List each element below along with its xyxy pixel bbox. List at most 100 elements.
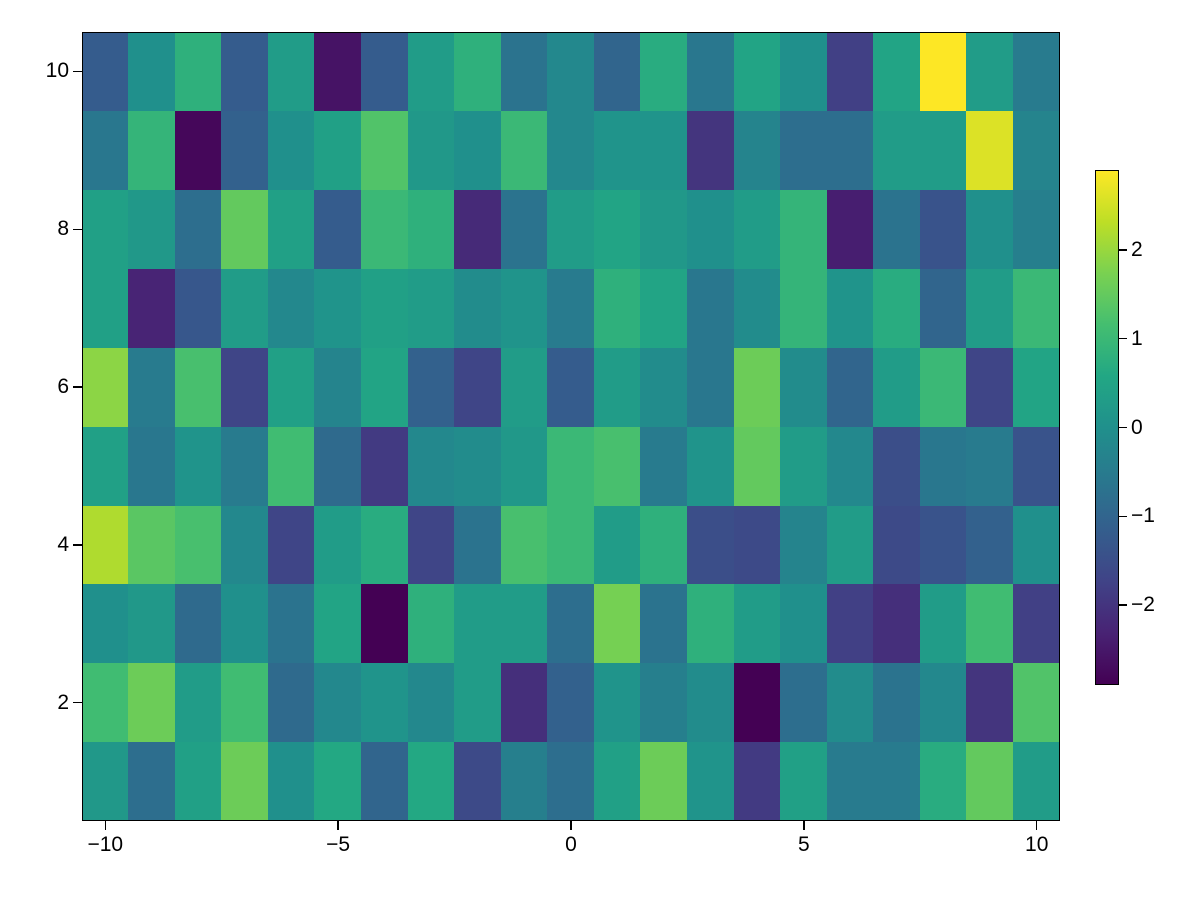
heatmap-cell <box>733 662 781 743</box>
heatmap-cell <box>780 583 828 664</box>
heatmap-cell <box>640 741 688 820</box>
y-tick-mark <box>73 386 82 388</box>
heatmap-cell <box>128 268 176 348</box>
heatmap-cell <box>500 33 548 111</box>
heatmap-cell <box>174 504 222 585</box>
heatmap-cell <box>826 583 874 664</box>
heatmap-cell <box>547 110 595 190</box>
heatmap-cell <box>454 189 502 269</box>
heatmap-cell <box>780 189 828 269</box>
heatmap-cell <box>267 110 315 190</box>
heatmap-cell <box>454 110 502 190</box>
heatmap-cell <box>454 426 502 506</box>
heatmap-cell <box>360 347 409 427</box>
heatmap-cell <box>1012 268 1059 348</box>
colorbar-tick-label: 1 <box>1131 326 1143 350</box>
heatmap-cell <box>454 268 502 348</box>
heatmap-cell <box>733 110 781 190</box>
x-tick-mark <box>803 821 805 830</box>
heatmap-cell <box>174 268 222 348</box>
heatmap-cell <box>314 189 362 269</box>
heatmap-cell <box>640 268 688 348</box>
heatmap-cell <box>128 741 176 820</box>
heatmap-cell <box>221 268 269 348</box>
heatmap-cell <box>500 741 548 820</box>
heatmap-cell <box>686 504 735 585</box>
heatmap-cell <box>919 426 967 506</box>
heatmap-cell <box>826 268 874 348</box>
heatmap-cell <box>407 662 455 743</box>
heatmap-cell <box>826 662 874 743</box>
heatmap-cell <box>267 33 315 111</box>
heatmap-cell <box>407 504 455 585</box>
heatmap-cell <box>1012 110 1059 190</box>
y-tick-mark <box>73 701 82 704</box>
colorbar-tick-label: −2 <box>1131 593 1155 617</box>
heatmap-cell <box>919 662 967 743</box>
heatmap-cell <box>267 268 315 348</box>
heatmap-cell <box>873 110 921 190</box>
y-tick-label: 4 <box>57 532 69 556</box>
heatmap-cell <box>780 426 828 506</box>
heatmap-cell <box>966 583 1014 664</box>
y-tick-mark <box>73 544 82 546</box>
heatmap-cell <box>966 268 1014 348</box>
heatmap-cell <box>360 33 409 111</box>
heatmap-cell <box>733 189 781 269</box>
heatmap-cell <box>407 426 455 506</box>
heatmap-cell <box>407 741 455 820</box>
heatmap-cell <box>593 268 641 348</box>
heatmap-cell <box>314 583 362 664</box>
heatmap-cell <box>267 741 315 820</box>
heatmap-cell <box>1012 504 1059 585</box>
heatmap-cell <box>407 33 455 111</box>
heatmap-cell <box>686 583 735 664</box>
heatmap-cell <box>640 426 688 506</box>
heatmap-cell <box>640 347 688 427</box>
heatmap-cell <box>919 110 967 190</box>
heatmap-cell <box>826 110 874 190</box>
heatmap-cell <box>407 583 455 664</box>
heatmap-cell <box>267 662 315 743</box>
heatmap-cell <box>640 110 688 190</box>
heatmap-cell <box>128 583 176 664</box>
heatmap-cell <box>174 426 222 506</box>
heatmap-cell <box>593 504 641 585</box>
heatmap-cell <box>873 33 921 111</box>
y-tick-label: 2 <box>57 690 69 714</box>
heatmap-cell <box>780 741 828 820</box>
x-tick-label: −5 <box>326 833 351 856</box>
colorbar-tick-mark <box>1119 426 1127 429</box>
heatmap-cell <box>780 110 828 190</box>
heatmap-cell <box>267 189 315 269</box>
heatmap-cell <box>360 583 409 664</box>
heatmap-cell <box>83 268 129 348</box>
heatmap-cell <box>686 741 735 820</box>
colorbar-tick-label: 0 <box>1131 415 1143 439</box>
heatmap-cell <box>733 347 781 427</box>
heatmap-cell <box>873 662 921 743</box>
heatmap-cell <box>454 741 502 820</box>
heatmap-cell <box>826 426 874 506</box>
heatmap-cell <box>873 268 921 348</box>
heatmap-cell <box>547 504 595 585</box>
heatmap-cell <box>407 189 455 269</box>
heatmap-cell <box>407 110 455 190</box>
heatmap-cell <box>780 33 828 111</box>
heatmap-cell <box>500 189 548 269</box>
heatmap-cell <box>640 189 688 269</box>
x-tick-mark <box>337 821 339 830</box>
heatmap-cell <box>360 504 409 585</box>
heatmap-cell <box>360 189 409 269</box>
heatmap-cell <box>547 662 595 743</box>
heatmap-cell <box>919 504 967 585</box>
heatmap-cell <box>83 189 129 269</box>
heatmap-cell <box>919 347 967 427</box>
heatmap-cell <box>314 347 362 427</box>
heatmap-cell <box>267 583 315 664</box>
heatmap-cell <box>360 426 409 506</box>
heatmap-cell <box>826 189 874 269</box>
heatmap-cell <box>128 33 176 111</box>
heatmap-cell <box>547 426 595 506</box>
heatmap-cell <box>221 110 269 190</box>
